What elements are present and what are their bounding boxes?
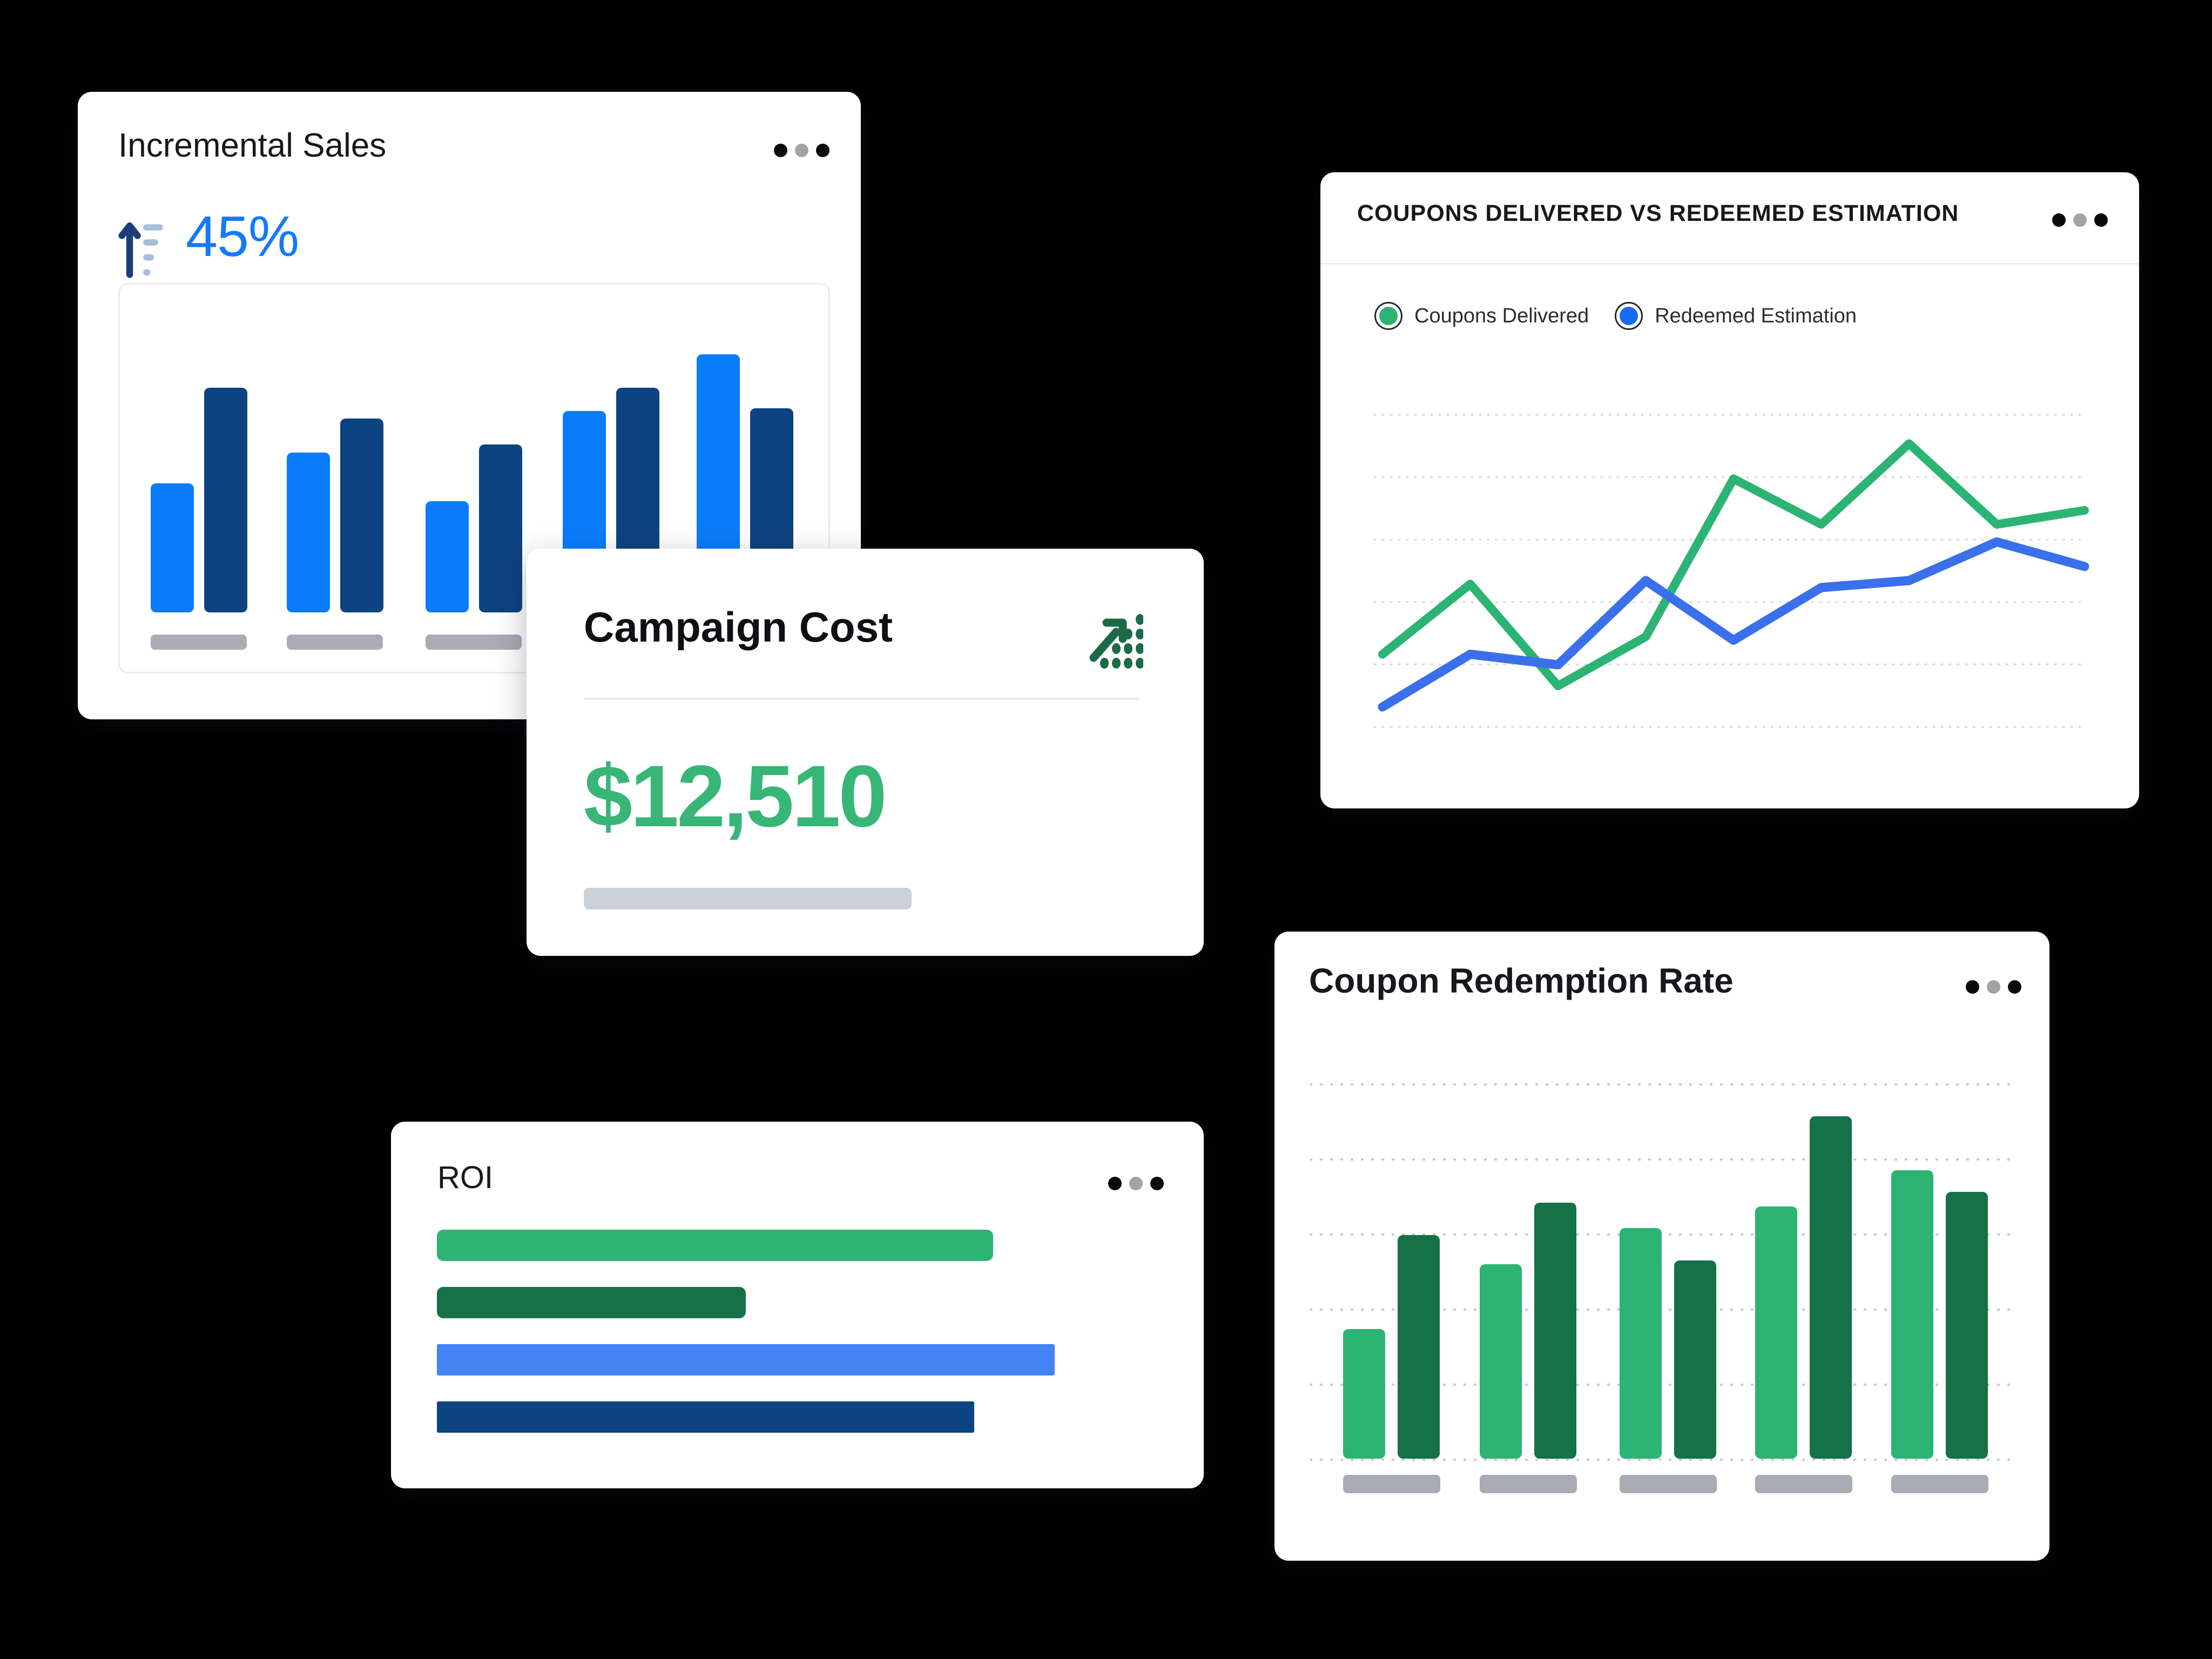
bar	[437, 1287, 746, 1318]
axis-label-placeholder	[1343, 1475, 1440, 1493]
gridline	[1310, 1158, 2017, 1161]
legend-swatch-dot	[1379, 307, 1398, 325]
ellipsis-dot	[1987, 980, 2000, 994]
coupons-line-card: COUPONS DELIVERED VS REDEEMED ESTIMATION…	[1320, 172, 2139, 808]
legend-swatch-dot	[1620, 307, 1638, 325]
card-title: COUPONS DELIVERED VS REDEEMED ESTIMATION	[1357, 200, 1959, 226]
gridline	[1310, 1233, 2017, 1236]
axis-label-placeholder	[1480, 1475, 1577, 1493]
metric-value: 45%	[186, 205, 299, 268]
card-title: Incremental Sales	[118, 127, 387, 164]
bar	[437, 1401, 974, 1433]
ellipsis-dot	[2094, 213, 2108, 227]
coupon-redemption-chart	[1274, 932, 2049, 1561]
ellipsis-dot	[1129, 1177, 1143, 1190]
header-divider	[1320, 263, 2139, 265]
gridline	[1310, 1083, 2017, 1085]
growth-arrow-dots-icon	[1089, 614, 1143, 669]
bar	[437, 1344, 1055, 1375]
ellipsis-dot	[1150, 1177, 1164, 1190]
menu-button[interactable]	[774, 144, 830, 157]
bar-series-1	[287, 453, 330, 612]
axis-label-placeholder	[426, 635, 522, 650]
ellipsis-dot	[816, 144, 830, 157]
bar-series-2	[479, 444, 522, 612]
card-title: Coupon Redemption Rate	[1309, 961, 1734, 1000]
ellipsis-dot	[2008, 980, 2021, 994]
axis-label-placeholder	[151, 635, 247, 650]
legend-ring-icon	[1374, 302, 1402, 330]
bar-series-2	[1674, 1260, 1716, 1459]
gridline	[1310, 1459, 2017, 1461]
card-title: Campaign Cost	[584, 603, 893, 651]
menu-button[interactable]	[1966, 980, 2021, 994]
bar-series-2	[1398, 1235, 1440, 1459]
ellipsis-dot	[1966, 980, 1979, 994]
menu-button[interactable]	[1108, 1177, 1164, 1190]
bar	[437, 1230, 993, 1261]
trend-up-bars-icon	[118, 222, 163, 278]
incremental-sales-card: Incremental Sales 45%	[78, 92, 861, 719]
ellipsis-dot	[2052, 213, 2066, 227]
bar-series-1	[1480, 1264, 1522, 1459]
axis-label-placeholder	[1620, 1475, 1717, 1493]
legend-label: Redeemed Estimation	[1655, 304, 1857, 327]
axis-label-placeholder	[287, 635, 383, 650]
ellipsis-dot	[2073, 213, 2087, 227]
roi-chart	[391, 1122, 1204, 1488]
axis-label-placeholder	[1891, 1475, 1988, 1493]
label-placeholder	[584, 888, 912, 909]
ellipsis-dot	[774, 144, 787, 157]
bar-series-2	[1534, 1203, 1576, 1459]
gridline	[1310, 1309, 2017, 1311]
gridline	[1310, 1384, 2017, 1386]
roi-card: ROI	[391, 1122, 1204, 1488]
bar-series-1	[1620, 1228, 1662, 1459]
bar-series-2	[1946, 1192, 1988, 1459]
chart-legend: Coupons Delivered Redeemed Estimation	[1374, 302, 1857, 330]
bar-series-1	[426, 501, 469, 612]
divider	[584, 698, 1139, 700]
coupons-line-chart	[1373, 414, 2089, 728]
axis-label-placeholder	[1755, 1475, 1852, 1493]
bar-series-1	[151, 483, 194, 612]
legend-label: Coupons Delivered	[1414, 304, 1589, 327]
campaign-cost-card: Campaign Cost $12,510	[527, 549, 1204, 956]
campaign-cost-amount: $12,510	[584, 747, 887, 845]
bar-series-2	[1810, 1116, 1852, 1459]
bar-series-1	[1343, 1329, 1385, 1459]
bar-series-1	[1891, 1170, 1933, 1459]
line-series-2	[1378, 537, 2089, 712]
bar-series-1	[1755, 1206, 1797, 1459]
ellipsis-dot	[1108, 1177, 1122, 1190]
ellipsis-dot	[795, 144, 808, 157]
card-title: ROI	[437, 1160, 494, 1195]
legend-item: Redeemed Estimation	[1615, 302, 1857, 330]
line-series-1	[1378, 439, 2089, 690]
incremental-sales-chart	[118, 283, 830, 673]
coupon-redemption-card: Coupon Redemption Rate	[1274, 932, 2049, 1561]
bar-series-2	[340, 419, 383, 612]
legend-item: Coupons Delivered	[1374, 302, 1589, 330]
menu-button[interactable]	[2052, 213, 2108, 227]
bar-series-2	[204, 388, 247, 612]
legend-ring-icon	[1615, 302, 1643, 330]
